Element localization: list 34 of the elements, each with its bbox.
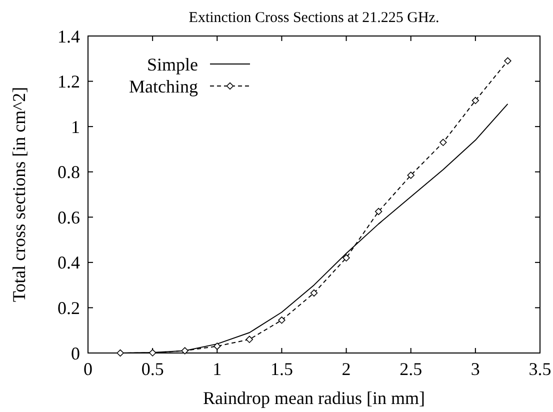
point [472,96,480,104]
point [246,336,254,344]
x-tick-label: 1.5 [270,359,293,379]
legend-label: Simple [146,54,198,74]
x-tick-label: 1 [212,359,222,379]
y-tick-label: 1.2 [58,72,80,92]
y-tick-label: 0.8 [58,162,80,182]
point [148,349,156,356]
chart-title: Extinction Cross Sections at 21.225 GHz. [188,10,440,26]
point [116,349,124,357]
x-tick-label: 3.5 [528,359,552,379]
x-tick-label: 0 [84,359,92,379]
point [310,289,318,297]
y-axis-title: Total cross sections [in cm^2] [9,86,29,302]
point [407,172,414,179]
point [181,347,188,354]
y-tick-label: 1.4 [58,26,80,46]
point [214,342,221,350]
x-tick-label: 0.5 [141,359,164,379]
point [342,254,350,262]
legend-label: Matching [129,76,198,96]
x-tick-label: 2.5 [400,359,422,379]
y-tick-label: 0.6 [58,207,80,228]
x-tick-label: 3 [470,359,480,379]
y-tick-label: 0.4 [58,252,80,273]
y-tick-label: 1 [71,116,80,137]
point [278,316,286,324]
y-tick-label: 0 [71,343,80,364]
point [504,57,512,65]
point [374,208,382,216]
x-axis-title: Raindrop mean radius [in mm] [203,388,425,408]
point [440,138,447,146]
y-tick-label: 0.2 [58,298,80,318]
x-tick-label: 2 [342,359,351,379]
